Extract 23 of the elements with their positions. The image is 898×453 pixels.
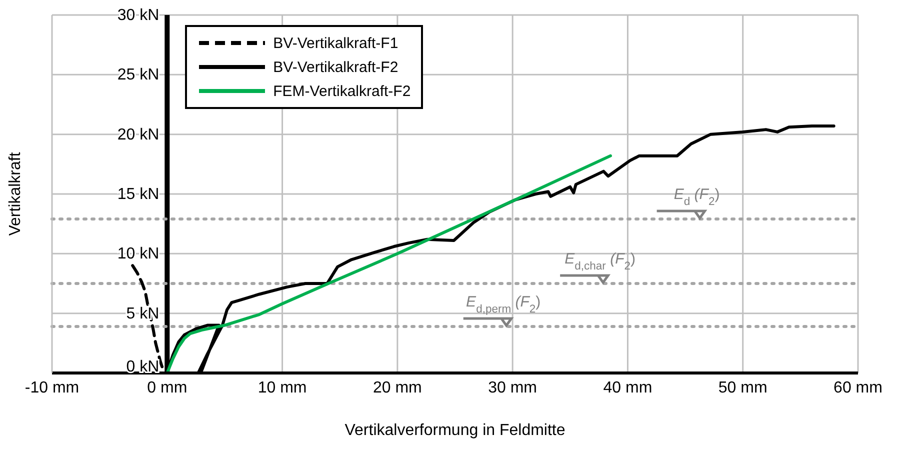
ref-line-label: E$_{d}$ (F$_{2}$) [674, 186, 720, 208]
y-tick-label: 0 kN [126, 358, 160, 376]
legend-label: BV-Vertikalkraft-F1 [273, 34, 398, 52]
legend-label: FEM-Vertikalkraft-F2 [273, 82, 411, 100]
y-tick-label: 30 kN [117, 7, 160, 24]
x-tick-label: 40 mm [603, 379, 652, 396]
x-tick-label: -10 mm [24, 379, 80, 396]
y-tick-label: 10 kN [117, 246, 160, 263]
ref-line-label: E$_{d,char}$ (F$_{2}$) [564, 250, 636, 272]
x-tick-label: 0 mm [147, 379, 188, 396]
x-tick-label: 10 mm [258, 379, 307, 396]
x-axis-title: Vertikalverformung in Feldmitte [344, 422, 566, 439]
y-tick-label: 15 kN [117, 186, 160, 203]
line-series [166, 154, 612, 373]
y-axis-title: Vertikalkraft [7, 152, 24, 236]
x-tick-label: 50 mm [718, 379, 768, 396]
x-tick-label: 60 mm [834, 379, 882, 396]
x-tick-label: 30 mm [488, 379, 538, 396]
y-tick-label: 25 kN [117, 66, 160, 84]
x-tick-label: 20 mm [372, 379, 422, 396]
ref-line-label: E$_{d,perm}$ (F$_{2}$) [466, 293, 541, 316]
y-tick-label: 20 kN [117, 126, 160, 144]
legend-label: BV-Vertikalkraft-F2 [273, 58, 398, 76]
